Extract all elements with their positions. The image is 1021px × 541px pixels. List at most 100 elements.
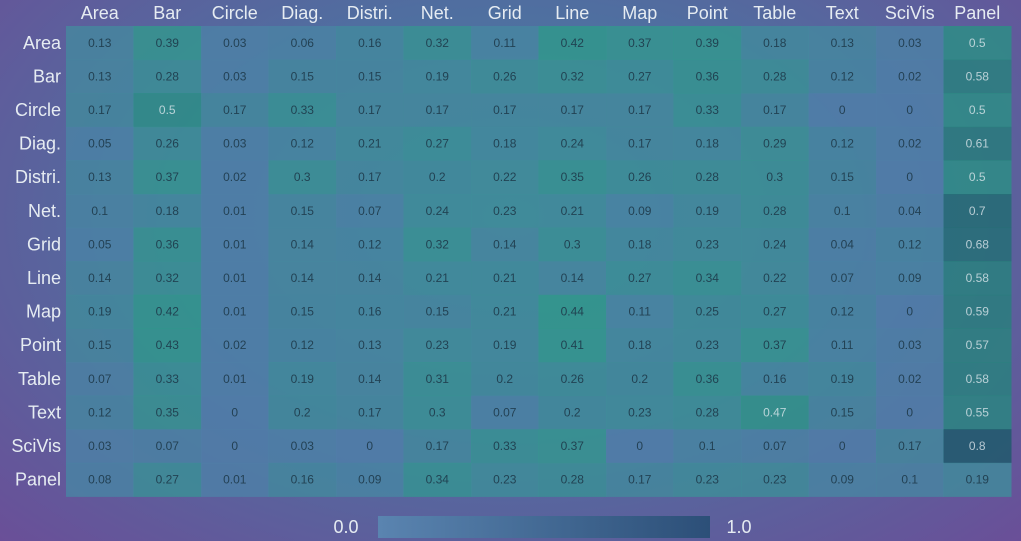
heatmap-cell [741, 462, 809, 497]
row-label: Point [20, 335, 61, 355]
heatmap-cell [403, 462, 472, 497]
heatmap-cell [133, 429, 202, 464]
cell-value-label: 0.5 [159, 103, 176, 117]
cell-value-label: 0.01 [223, 372, 247, 386]
row-label: Text [28, 402, 61, 422]
heatmap-cell [268, 395, 337, 430]
cell-value-label: 0.08 [88, 473, 112, 487]
heatmap-cell [66, 227, 134, 262]
heatmap-cell [538, 294, 607, 329]
cell-value-label: 0.34 [696, 271, 720, 285]
cell-value-label: 0.11 [629, 305, 652, 319]
heatmap-cell [741, 59, 809, 94]
heatmap-cell-labels: 0.13 0.39 0.03 0.06 0.16 0.32 0.11 0.42 0.37 0.39… [88, 36, 989, 487]
heatmap-cell [808, 227, 877, 262]
heatmap-cell [471, 362, 539, 397]
heatmap-cell [606, 362, 674, 397]
cell-value-label: 0.21 [493, 271, 517, 285]
cell-value-label: 0.47 [763, 405, 787, 419]
column-label: Table [753, 3, 796, 23]
heatmap-cell [741, 26, 809, 61]
row-label: Circle [15, 100, 61, 120]
column-label: Diag. [281, 3, 323, 23]
heatmap-cell [133, 294, 202, 329]
cell-value-label: 0.23 [763, 473, 787, 487]
heatmap-cell [268, 194, 337, 229]
cell-value-label: 0.1 [91, 204, 108, 218]
heatmap-cell [66, 362, 134, 397]
cell-value-label: 0.28 [763, 204, 787, 218]
cell-value-label: 0.03 [291, 439, 315, 453]
row-label: Bar [33, 66, 61, 86]
heatmap-cell [201, 261, 269, 296]
heatmap-cell [943, 93, 1012, 128]
cell-value-label: 0.34 [426, 473, 450, 487]
cell-value-label: 0.16 [291, 473, 315, 487]
column-label: Map [622, 3, 657, 23]
row-labels: Area Bar Circle Diag. Distri. Net. Grid Line Map… [11, 33, 62, 490]
heatmap-cell [403, 160, 472, 195]
cell-value-label: 0.03 [223, 137, 247, 151]
cell-value-label: 0 [231, 405, 238, 419]
heatmap-cell [943, 429, 1012, 464]
cell-value-label: 0.24 [426, 204, 450, 218]
heatmap-cell [673, 227, 742, 262]
heatmap-cell [876, 429, 944, 464]
cell-value-label: 0.18 [493, 137, 517, 151]
heatmap-cell [471, 227, 539, 262]
cell-value-label: 0.07 [831, 271, 855, 285]
cell-value-label: 0.58 [966, 372, 990, 386]
heatmap-cell [268, 462, 337, 497]
cell-value-label: 0.17 [426, 103, 450, 117]
cell-value-label: 0.24 [763, 237, 787, 251]
cell-value-label: 0.12 [88, 405, 112, 419]
cell-value-label: 0.32 [426, 36, 450, 50]
heatmap-cell [741, 160, 809, 195]
cell-value-label: 0.13 [831, 36, 855, 50]
heatmap-cell [66, 93, 134, 128]
heatmap-cell [606, 294, 674, 329]
cell-value-label: 0.01 [223, 204, 247, 218]
colorbar-min-label: 0.0 [333, 517, 358, 537]
heatmap-cell [133, 227, 202, 262]
heatmap-cell [403, 126, 472, 161]
heatmap-cell [336, 194, 404, 229]
heatmap-cell [403, 294, 472, 329]
cell-value-label: 0.09 [898, 271, 922, 285]
cell-value-label: 0.27 [156, 473, 180, 487]
cell-value-label: 0.3 [294, 170, 311, 184]
cell-value-label: 0.32 [156, 271, 180, 285]
cell-value-label: 0.14 [493, 237, 517, 251]
column-label: Net. [421, 3, 454, 23]
heatmap-cell [403, 194, 472, 229]
cell-value-label: 0.23 [696, 338, 720, 352]
cell-value-label: 0.17 [223, 103, 247, 117]
cell-value-label: 0.31 [426, 372, 450, 386]
cell-value-label: 0.13 [358, 338, 382, 352]
cell-value-label: 0.17 [493, 103, 517, 117]
heatmap-cell [66, 429, 134, 464]
heatmap-cell [66, 160, 134, 195]
heatmap-cell [538, 261, 607, 296]
heatmap-cell [268, 328, 337, 363]
heatmap-cell [876, 93, 944, 128]
heatmap-cell [943, 59, 1012, 94]
heatmap-cell [673, 261, 742, 296]
cell-value-label: 0.17 [628, 103, 652, 117]
cell-value-label: 0.25 [696, 305, 720, 319]
colorbar: 0.0 1.0 [333, 516, 752, 538]
cell-value-label: 0.17 [426, 439, 450, 453]
heatmap-cell [471, 429, 539, 464]
cell-value-label: 0.15 [831, 405, 855, 419]
heatmap-cell [606, 59, 674, 94]
heatmap-cell [673, 328, 742, 363]
heatmap-cell [268, 93, 337, 128]
cell-value-label: 0.03 [898, 338, 922, 352]
heatmap-cell [538, 362, 607, 397]
cell-value-label: 0.15 [291, 305, 315, 319]
cell-value-label: 0.59 [966, 305, 990, 319]
cell-value-label: 0.06 [291, 36, 315, 50]
heatmap-cell [133, 126, 202, 161]
heatmap-cell [201, 462, 269, 497]
cell-value-label: 0.3 [429, 405, 446, 419]
